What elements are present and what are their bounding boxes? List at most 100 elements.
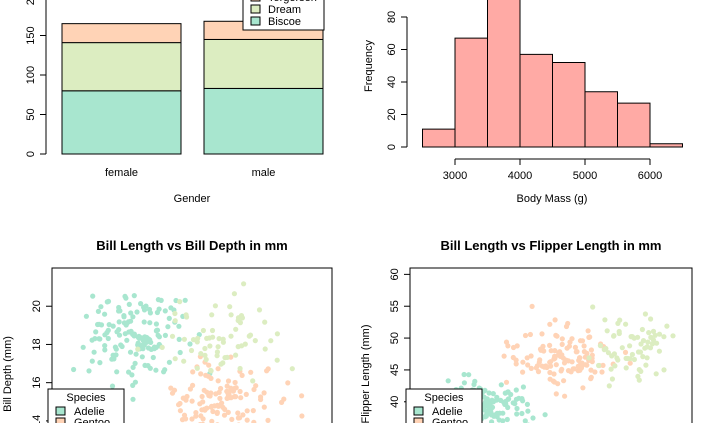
point-chinstrap bbox=[623, 365, 629, 371]
point-chinstrap bbox=[623, 321, 629, 327]
point-adelie bbox=[522, 418, 528, 423]
point-gentoo bbox=[198, 371, 204, 377]
point-chinstrap bbox=[220, 360, 226, 366]
point-adelie bbox=[461, 380, 467, 386]
point-adelie bbox=[182, 297, 188, 303]
point-adelie bbox=[162, 367, 168, 373]
legend-swatch-gentoo bbox=[413, 417, 424, 423]
point-gentoo bbox=[600, 362, 606, 368]
point-adelie bbox=[158, 297, 164, 303]
point-adelie bbox=[177, 349, 183, 356]
point-gentoo bbox=[261, 404, 267, 410]
point-gentoo bbox=[220, 404, 226, 410]
point-chinstrap bbox=[231, 291, 237, 297]
point-adelie bbox=[445, 378, 451, 384]
point-adelie bbox=[109, 383, 116, 389]
point-adelie bbox=[176, 336, 182, 342]
bar-segment-female-biscoe bbox=[61, 90, 182, 155]
point-gentoo bbox=[561, 378, 567, 384]
bill-length-depth-scatter-title: Bill Length vs Bill Depth in mm bbox=[96, 238, 287, 253]
point-chinstrap bbox=[590, 304, 596, 310]
point-gentoo bbox=[589, 359, 595, 365]
point-chinstrap bbox=[664, 323, 670, 329]
point-adelie bbox=[176, 323, 182, 329]
point-adelie bbox=[502, 390, 508, 396]
point-gentoo bbox=[228, 395, 234, 401]
histogram-bin bbox=[649, 143, 683, 148]
point-chinstrap bbox=[631, 356, 638, 363]
point-gentoo bbox=[599, 369, 605, 375]
point-adelie bbox=[123, 322, 129, 328]
point-gentoo bbox=[510, 354, 516, 361]
point-gentoo bbox=[181, 412, 188, 418]
point-chinstrap bbox=[172, 310, 178, 317]
histogram-x-tick-label: 4000 bbox=[508, 170, 532, 182]
histogram-bin bbox=[519, 53, 553, 148]
bill-length-flipper-scatter-title: Bill Length vs Flipper Length in mm bbox=[440, 238, 661, 253]
point-chinstrap bbox=[653, 371, 659, 377]
point-gentoo bbox=[217, 395, 223, 401]
histogram-y-label: Frequency bbox=[363, 40, 375, 92]
point-adelie bbox=[71, 366, 77, 373]
bill-length-flipper-scatter-y-tick-label: 50 bbox=[389, 332, 401, 344]
point-gentoo bbox=[265, 366, 271, 372]
point-gentoo bbox=[210, 408, 216, 415]
legend-swatch-adelie bbox=[413, 406, 424, 416]
point-chinstrap bbox=[237, 365, 243, 372]
point-adelie bbox=[504, 416, 510, 423]
point-adelie bbox=[113, 346, 119, 352]
bill-length-depth-scatter-plot-frame bbox=[51, 267, 333, 423]
point-chinstrap bbox=[619, 345, 625, 351]
point-chinstrap bbox=[215, 344, 221, 350]
body-mass-histogram: 0 20 40 60 80 3000 4000 5000 6000 Frequency Body M… bbox=[363, 0, 683, 205]
point-adelie bbox=[123, 295, 129, 301]
point-chinstrap bbox=[597, 343, 604, 349]
bar-segment-female-dream bbox=[61, 42, 182, 92]
point-chinstrap bbox=[172, 318, 178, 324]
point-adelie bbox=[148, 346, 154, 352]
point-chinstrap bbox=[646, 330, 652, 336]
legend-swatch-torgersen bbox=[250, 0, 261, 2]
point-gentoo bbox=[215, 378, 221, 384]
point-chinstrap bbox=[250, 378, 256, 384]
point-gentoo bbox=[513, 361, 519, 367]
bill-length-flipper-scatter-y-tick-label: 60 bbox=[389, 268, 401, 280]
point-chinstrap bbox=[241, 281, 247, 287]
point-adelie bbox=[89, 337, 95, 343]
point-gentoo bbox=[588, 367, 594, 373]
point-adelie bbox=[513, 396, 520, 402]
point-chinstrap bbox=[643, 362, 649, 368]
point-adelie bbox=[139, 354, 145, 360]
point-adelie bbox=[138, 301, 144, 307]
point-adelie bbox=[134, 309, 140, 315]
point-gentoo bbox=[535, 369, 542, 375]
point-adelie bbox=[128, 310, 134, 316]
point-chinstrap bbox=[252, 338, 258, 344]
point-gentoo bbox=[221, 412, 228, 418]
point-chinstrap bbox=[649, 341, 656, 347]
point-gentoo bbox=[213, 391, 219, 397]
point-chinstrap bbox=[184, 314, 190, 320]
point-chinstrap bbox=[609, 376, 616, 382]
point-gentoo bbox=[539, 363, 545, 369]
point-adelie bbox=[483, 413, 489, 419]
point-adelie bbox=[498, 382, 504, 388]
bar-chart-y-tick-label: 0 bbox=[25, 151, 37, 157]
point-gentoo bbox=[261, 390, 267, 396]
point-gentoo bbox=[559, 341, 565, 347]
point-adelie bbox=[90, 293, 96, 299]
point-chinstrap bbox=[216, 336, 222, 342]
point-adelie bbox=[119, 343, 125, 350]
point-gentoo bbox=[204, 389, 210, 395]
point-chinstrap bbox=[181, 358, 187, 364]
point-adelie bbox=[86, 368, 92, 374]
point-adelie bbox=[96, 321, 102, 327]
point-adelie bbox=[129, 372, 135, 378]
point-gentoo bbox=[177, 400, 183, 407]
point-chinstrap bbox=[629, 351, 636, 358]
point-chinstrap bbox=[601, 347, 607, 353]
point-adelie bbox=[83, 313, 89, 319]
point-adelie bbox=[505, 396, 511, 402]
point-adelie bbox=[154, 327, 160, 333]
